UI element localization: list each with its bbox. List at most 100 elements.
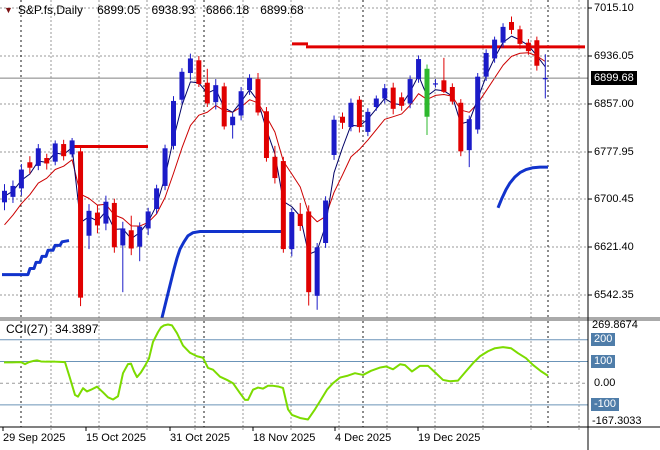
candle[interactable] [356, 96, 362, 133]
candle[interactable] [196, 56, 202, 87]
close-value: 6899.68 [260, 3, 304, 17]
candle-body [272, 156, 278, 179]
candle-body [509, 22, 514, 30]
candle[interactable] [162, 144, 168, 191]
candle-body [221, 86, 227, 127]
date-label: 15 Oct 2025 [86, 432, 146, 444]
candle[interactable] [441, 57, 447, 94]
symbol-dropdown-icon[interactable]: ▼ [4, 5, 13, 15]
candle[interactable] [314, 243, 320, 310]
candle-body [365, 111, 371, 132]
candle[interactable] [120, 221, 126, 293]
cci-level-label: 100 [591, 354, 616, 368]
candle[interactable] [179, 68, 185, 104]
cci-line [4, 323, 549, 421]
candle-body [475, 76, 481, 130]
candle[interactable] [280, 156, 286, 253]
candle[interactable] [432, 79, 438, 88]
candle[interactable] [306, 205, 312, 306]
candle-body [297, 213, 303, 227]
candle[interactable] [475, 73, 481, 134]
candle[interactable] [289, 208, 295, 257]
candle[interactable] [18, 164, 24, 196]
candle[interactable] [221, 82, 227, 130]
candle-body [255, 79, 261, 113]
candle[interactable] [382, 83, 388, 104]
candle[interactable] [154, 184, 160, 214]
candle[interactable] [449, 83, 455, 105]
candle-body [171, 100, 176, 146]
candle[interactable] [331, 115, 337, 160]
candle[interactable] [61, 139, 67, 161]
candle[interactable] [416, 55, 422, 83]
candle-body [128, 230, 134, 249]
candle-body [230, 116, 236, 126]
candle[interactable] [407, 75, 413, 109]
candle[interactable] [128, 215, 134, 256]
date-label: 4 Dec 2025 [335, 432, 392, 444]
candle-body [441, 80, 447, 92]
candle[interactable] [500, 23, 506, 48]
candle[interactable] [111, 198, 117, 253]
price-tick-label: 6777.95 [594, 145, 634, 158]
candle[interactable] [458, 99, 464, 157]
candle[interactable] [35, 144, 41, 171]
candle[interactable] [238, 86, 244, 121]
candle[interactable] [10, 180, 16, 203]
candle[interactable] [145, 207, 151, 236]
candle[interactable] [255, 73, 261, 116]
candle[interactable] [69, 137, 75, 158]
candle[interactable] [399, 92, 405, 111]
candle-body [2, 190, 7, 203]
candle[interactable] [272, 145, 278, 184]
candle[interactable] [348, 98, 354, 132]
candle[interactable] [492, 36, 498, 63]
candle-body [103, 201, 109, 224]
candle[interactable] [466, 115, 472, 168]
candle[interactable] [78, 146, 84, 307]
candle[interactable] [525, 39, 531, 55]
candle[interactable] [187, 53, 193, 81]
candle[interactable] [323, 196, 329, 248]
candle[interactable] [534, 36, 540, 71]
candle[interactable] [94, 204, 100, 234]
candle[interactable] [27, 156, 33, 174]
candle[interactable] [247, 74, 253, 95]
candle[interactable] [44, 153, 50, 170]
candle[interactable] [171, 96, 176, 150]
date-label: 19 Dec 2025 [418, 432, 481, 444]
date-label: 31 Oct 2025 [170, 432, 230, 444]
candle[interactable] [542, 54, 548, 99]
candle[interactable] [424, 64, 430, 135]
candle[interactable] [390, 82, 396, 115]
candle-body [35, 148, 41, 166]
candle[interactable] [340, 112, 345, 129]
date-label: 29 Sep 2025 [3, 432, 66, 444]
indicator-name: CCI(27) [6, 322, 49, 336]
candle-body [331, 119, 337, 155]
candle[interactable] [297, 202, 303, 231]
candle-body [137, 226, 143, 247]
candle[interactable] [137, 222, 143, 262]
cci-level-label: 200 [591, 333, 616, 347]
candle[interactable] [204, 68, 210, 108]
candle[interactable] [263, 107, 269, 162]
candle[interactable] [230, 113, 236, 139]
candle-body [356, 99, 362, 128]
candle[interactable] [2, 184, 7, 211]
candle[interactable] [365, 108, 371, 137]
candle[interactable] [373, 95, 379, 111]
candle[interactable] [213, 79, 219, 110]
cci-level-label: -100 [591, 398, 620, 412]
candle[interactable] [52, 140, 58, 166]
candle[interactable] [509, 16, 514, 35]
candle-body [94, 212, 100, 226]
candle[interactable] [103, 195, 109, 231]
candle[interactable] [483, 49, 489, 81]
candle-body [238, 91, 244, 116]
price-tick-label: 6542.35 [594, 289, 634, 301]
open-value: 6899.05 [97, 3, 141, 17]
candle[interactable] [86, 204, 92, 250]
candle[interactable] [517, 25, 523, 49]
